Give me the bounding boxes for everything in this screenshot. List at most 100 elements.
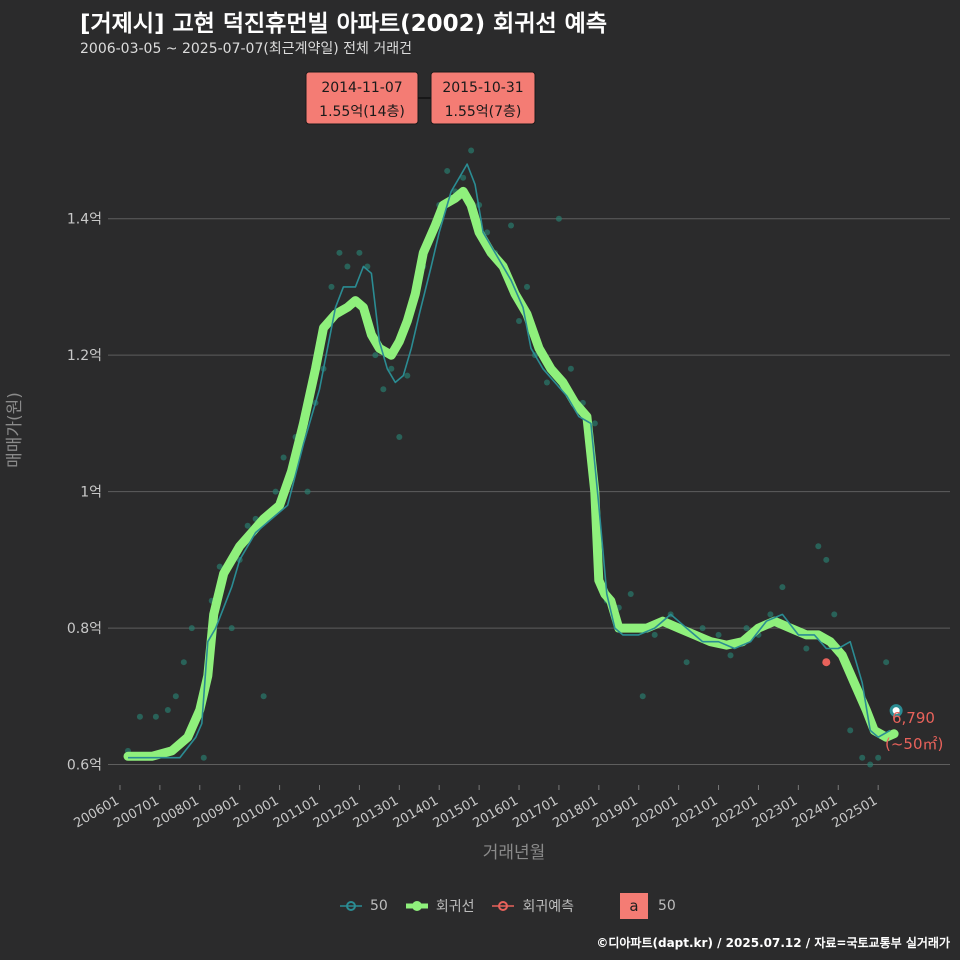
scatter-point (388, 365, 395, 372)
scatter-point (328, 283, 335, 290)
scatter-point (172, 693, 179, 700)
y-axis-title: 매매가(원) (5, 392, 25, 468)
x-tick-label: 202401 (790, 793, 840, 831)
scatter-point (847, 727, 854, 734)
last-area-label: (~50㎡) (885, 735, 943, 753)
scatter-points (124, 147, 890, 768)
x-tick-label: 202001 (630, 793, 680, 831)
x-tick-label: 200901 (191, 793, 241, 831)
prediction-point (822, 658, 831, 667)
scatter-point (831, 611, 838, 618)
callout-1-date: 2014-11-07 (321, 80, 402, 96)
x-axis-ticks: 2006012007012008012009012010012011012012… (71, 785, 880, 831)
y-tick-label: 1.2억 (67, 348, 102, 364)
chart-subtitle: 2006-03-05 ~ 2025-07-07(최근계약일) 전체 거래건 (80, 41, 412, 57)
y-tick-label: 0.8억 (67, 621, 102, 637)
scatter-point (508, 222, 515, 229)
x-tick-label: 202301 (750, 793, 800, 831)
x-tick-label: 201801 (550, 793, 600, 831)
x-tick-label: 200701 (111, 793, 161, 831)
x-tick-label: 201601 (471, 793, 521, 831)
scatter-point (627, 590, 634, 597)
callout-2: 2015-10-31 1.55억(7층) (430, 71, 536, 125)
scatter-point (516, 318, 523, 325)
legend-regression-label: 회귀선 (435, 899, 475, 915)
grid-lines (108, 218, 950, 766)
legend-box-label: 50 (658, 898, 676, 914)
scatter-point (815, 543, 822, 550)
scatter-point (152, 713, 159, 720)
callout-2-date: 2015-10-31 (442, 80, 523, 96)
x-tick-label: 201901 (590, 793, 640, 831)
legend-regression-icon (405, 901, 428, 911)
scatter-point (859, 754, 866, 761)
x-tick-label: 202201 (710, 793, 760, 831)
x-tick-label: 201201 (311, 793, 361, 831)
y-tick-label: 1억 (80, 485, 102, 501)
scatter-point (767, 611, 774, 618)
scatter-point (484, 229, 491, 236)
scatter-point (404, 372, 411, 379)
scatter-point (396, 434, 403, 441)
scatter-point (228, 625, 235, 632)
y-tick-label: 1.4억 (67, 212, 102, 228)
x-tick-label: 202501 (830, 793, 880, 831)
scatter-point (216, 563, 223, 570)
scatter-point (727, 652, 734, 659)
scatter-point (683, 659, 690, 666)
scatter-point (803, 645, 810, 652)
series-50-line (128, 163, 891, 759)
x-tick-label: 200601 (71, 793, 121, 831)
scatter-point (743, 625, 750, 632)
scatter-point (524, 283, 531, 290)
scatter-point (304, 488, 311, 495)
x-tick-label: 201701 (510, 793, 560, 831)
callout-1-price: 1.55억(14층) (319, 104, 405, 120)
legend-50-label: 50 (370, 898, 388, 914)
annotation-marks (822, 658, 903, 718)
scatter-point (380, 386, 387, 393)
x-tick-label: 202101 (670, 793, 720, 831)
scatter-point (136, 713, 143, 720)
scatter-point (651, 631, 658, 638)
x-axis-title: 거래년월 (483, 843, 546, 863)
callout-2-price: 1.55억(7층) (445, 104, 522, 120)
scatter-point (883, 659, 890, 666)
scatter-point (344, 263, 351, 270)
scatter-point (356, 249, 363, 256)
scatter-point (875, 754, 882, 761)
y-tick-label: 0.6억 (67, 758, 102, 774)
scatter-point (639, 693, 646, 700)
scatter-point (699, 625, 706, 632)
legend-item-regression[interactable]: 회귀선 (405, 896, 475, 916)
scatter-point (715, 631, 722, 638)
x-tick-label: 201101 (271, 793, 321, 831)
x-tick-label: 201001 (231, 793, 281, 831)
legend-label-box: a (620, 893, 648, 919)
x-tick-label: 200801 (151, 793, 201, 831)
legend-item-prediction[interactable]: 회귀예측 (492, 896, 574, 916)
legend-prediction-icon (492, 901, 515, 911)
scatter-point (164, 706, 171, 713)
scatter-point (188, 625, 195, 632)
scatter-point (823, 556, 830, 563)
last-price-label: 6,790 (892, 709, 935, 727)
regression-line (123, 186, 899, 761)
series-lines (123, 163, 899, 761)
x-tick-label: 201401 (391, 793, 441, 831)
scatter-point (468, 147, 475, 154)
legend-item-50[interactable]: 50 (340, 898, 388, 914)
scatter-point (180, 659, 187, 666)
callout-1: 2014-11-07 1.55억(14층) (305, 71, 419, 125)
scatter-point (779, 584, 786, 591)
legend: 50 회귀선 회귀예측 a 50 (340, 893, 676, 919)
scatter-point (591, 420, 598, 427)
scatter-point (372, 352, 379, 359)
x-tick-label: 201301 (351, 793, 401, 831)
x-tick-label: 201501 (431, 793, 481, 831)
scatter-point (567, 365, 574, 372)
source-credit: ©디아파트(dapt.kr) / 2025.07.12 / 자료=국토교통부 실… (596, 936, 950, 950)
scatter-point (280, 454, 287, 461)
scatter-point (244, 522, 251, 529)
